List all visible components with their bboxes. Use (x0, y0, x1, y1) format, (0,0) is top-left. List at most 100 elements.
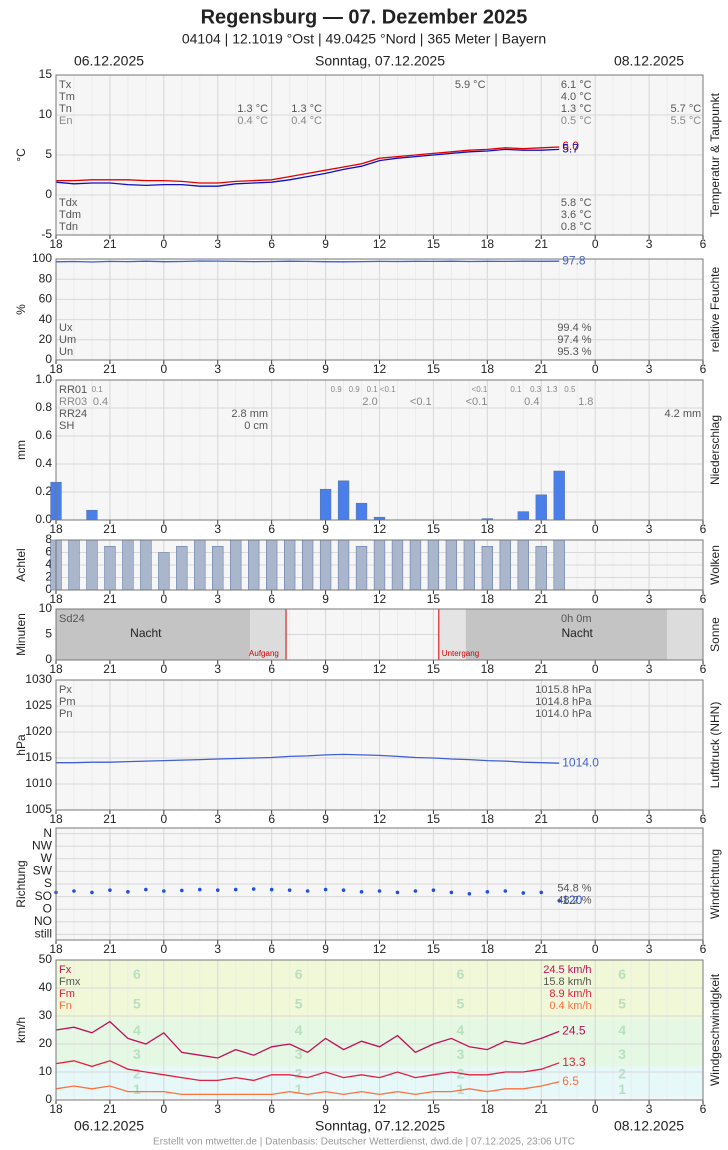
y-tick-label: O (43, 901, 52, 915)
bar (553, 539, 565, 591)
x-tick-label: 6 (268, 592, 275, 606)
bar (319, 488, 332, 521)
y-tick-label: 0 (45, 352, 52, 366)
beaufort-label: 3 (618, 1046, 626, 1062)
x-tick-label: 6 (268, 237, 275, 251)
x-tick-label: 6 (268, 1102, 275, 1116)
stat-name: Tx (59, 79, 72, 91)
y-tick-label: 40 (39, 312, 53, 326)
sunset-label: Untergang (442, 649, 479, 658)
stat-value: 1014.8 hPa (535, 696, 592, 708)
y-tick-label: 0.6 (35, 428, 52, 442)
y-tick-label: 0.8 (35, 400, 52, 414)
stat-value: 5.8 °C (561, 197, 592, 209)
point (108, 888, 112, 892)
x-tick-label: 3 (214, 662, 221, 676)
stat-name: SH (59, 420, 74, 432)
point (413, 889, 418, 893)
x-tick-label: 21 (535, 942, 549, 956)
x-tick-label: 18 (481, 362, 495, 376)
bar (517, 511, 529, 521)
bar (283, 539, 296, 591)
point (377, 889, 382, 893)
y-tick-label: 50 (39, 952, 53, 966)
y-tick-label: 1005 (25, 802, 52, 816)
dusk (438, 609, 466, 660)
x-tick-label: 0 (160, 942, 167, 956)
x-tick-label: 6 (700, 522, 707, 536)
point (323, 887, 328, 892)
point (72, 889, 76, 893)
x-tick-label: 15 (427, 592, 441, 606)
x-tick-label: 3 (646, 522, 653, 536)
date-right: 08.12.2025 (614, 1118, 684, 1134)
bar (140, 539, 152, 591)
stat-name: Fmx (59, 976, 81, 988)
x-tick-label: 0 (592, 362, 599, 376)
x-tick-label: 3 (214, 522, 221, 536)
x-tick-label: 18 (49, 812, 63, 826)
series-line (55, 148, 560, 187)
x-tick-label: 3 (646, 592, 653, 606)
x-tick-label: 9 (322, 592, 329, 606)
x-tick-label: 0 (592, 942, 599, 956)
stat-value: 99.4 % (557, 322, 591, 334)
y-tick-label: 1.0 (35, 372, 52, 386)
x-tick-label: 12 (373, 362, 387, 376)
y-tick-label: 0 (45, 652, 52, 666)
stat-name: Pm (59, 696, 76, 708)
stat-value: 95.3 % (557, 346, 591, 358)
x-tick-label: 21 (103, 362, 117, 376)
beaufort-label: 4 (133, 1022, 141, 1038)
x-tick-label: 15 (427, 522, 441, 536)
y-tick-label: 0.4 (35, 456, 52, 470)
stat-value: 0 cm (244, 420, 268, 432)
side-label: Luftdruck (NHN) (708, 702, 722, 789)
x-tick-label: 9 (322, 237, 329, 251)
bar (194, 539, 206, 591)
point (215, 888, 220, 892)
stat-value: 6.1 °C (561, 79, 592, 91)
y-tick-label: 1010 (25, 776, 52, 790)
x-tick-label: 18 (49, 522, 63, 536)
y-tick-label: 4 (45, 557, 52, 571)
stat-value: 2.8 mm (231, 408, 268, 420)
y-tick-label: NO (34, 914, 52, 928)
stat-value: 5.9 °C (455, 79, 486, 91)
y-axis-label: km/h (14, 1017, 28, 1043)
stat-value: 1014.0 hPa (535, 708, 592, 720)
y-tick-label: 100 (32, 251, 52, 265)
stat-value: 0.4 °C (291, 115, 322, 127)
x-tick-label: 18 (49, 942, 63, 956)
x-tick-label: 3 (214, 362, 221, 376)
beaufort-label: 2 (133, 1066, 141, 1082)
x-tick-label: 15 (427, 362, 441, 376)
x-tick-label: 21 (103, 662, 117, 676)
dawn (250, 609, 287, 660)
night (465, 609, 668, 660)
beaufort-label: 4 (295, 1022, 303, 1038)
point (503, 889, 508, 893)
bar (319, 539, 332, 591)
x-tick-label: 18 (49, 362, 63, 376)
y-tick-label: S (44, 876, 52, 890)
side-label: Windrichtung (708, 849, 722, 919)
x-tick-label: 18 (49, 592, 63, 606)
stat-value: <0.1 (380, 385, 396, 394)
x-tick-label: 15 (427, 237, 441, 251)
y-tick-label: 5 (45, 147, 52, 161)
bar (517, 539, 529, 591)
bar (481, 546, 493, 591)
y-tick-label: still (35, 927, 52, 941)
x-tick-label: 12 (373, 812, 387, 826)
stat-value: 0.1 (367, 385, 379, 394)
series-line (56, 146, 560, 184)
x-tick-label: 12 (373, 592, 387, 606)
y-tick-label: 15 (39, 67, 53, 81)
dawn (667, 609, 703, 660)
beaufort-label: 2 (618, 1066, 626, 1082)
x-tick-label: 9 (322, 1102, 329, 1116)
beaufort-label: 3 (295, 1046, 303, 1062)
x-tick-label: 6 (700, 812, 707, 826)
